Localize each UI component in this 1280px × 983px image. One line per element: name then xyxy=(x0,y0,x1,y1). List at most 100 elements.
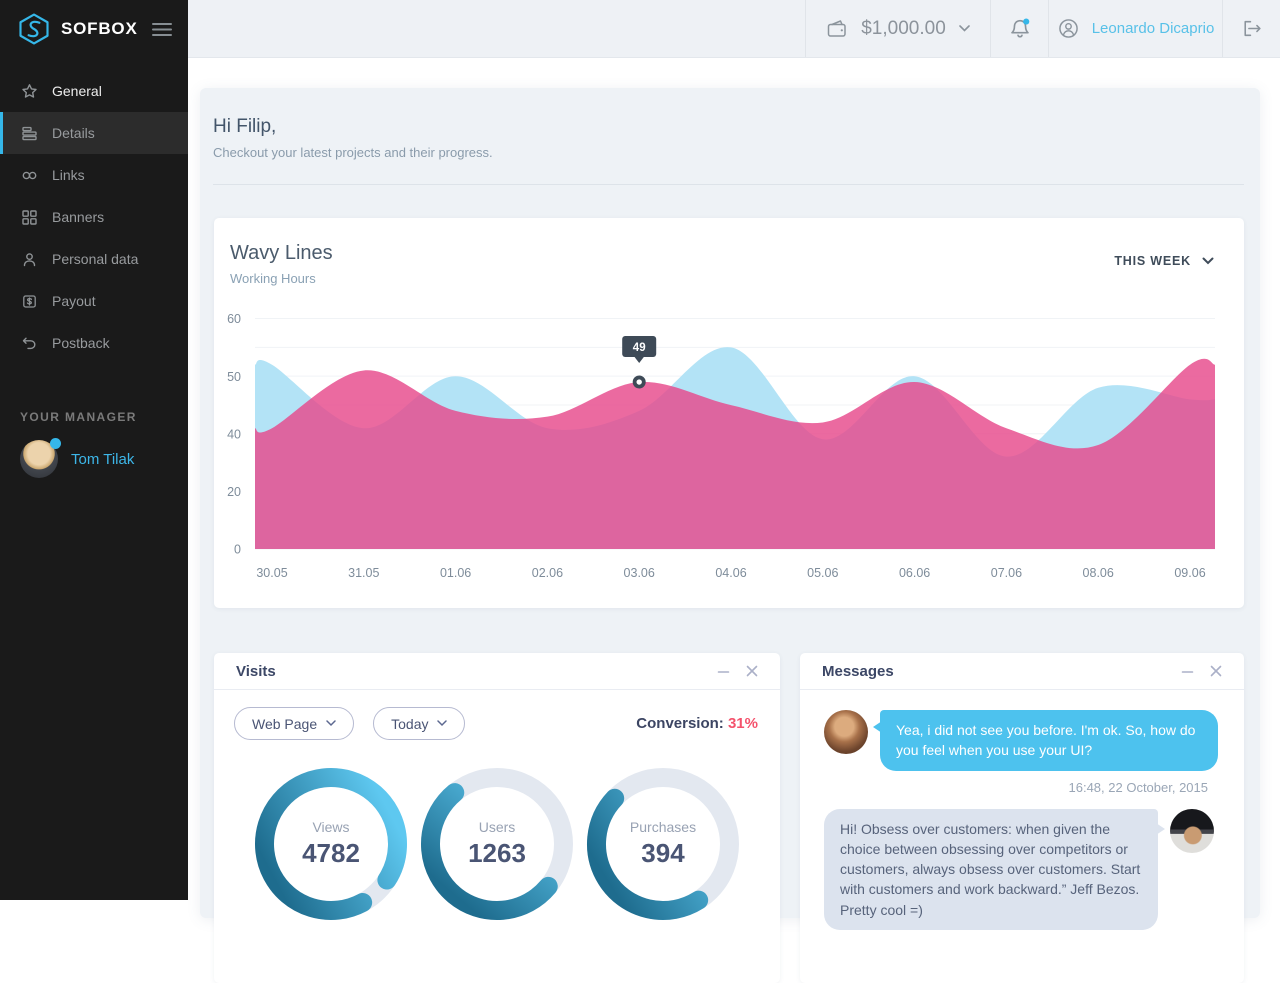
chevron-down-icon xyxy=(958,25,970,32)
chart-title: Wavy Lines xyxy=(230,242,333,264)
users-gauge: Users 1263 xyxy=(414,761,580,927)
greeting-title: Hi Filip, xyxy=(213,116,277,137)
x-axis-tick: 06.06 xyxy=(899,566,930,580)
message-bubble: Yea, i did not see you before. I'm ok. S… xyxy=(873,710,1218,771)
x-axis-tick: 07.06 xyxy=(991,566,1022,580)
page-filter-dropdown[interactable]: Web Page xyxy=(234,707,355,740)
chart-tooltip-value: 49 xyxy=(633,342,646,354)
chevron-down-icon xyxy=(437,720,448,727)
x-axis-tick: 05.06 xyxy=(807,566,838,580)
y-axis-tick: 0 xyxy=(234,543,241,557)
user-profile-button[interactable]: Leonardo Dicaprio xyxy=(1048,0,1222,57)
gauge-label: Users xyxy=(478,819,516,835)
sidebar-item-banners[interactable]: Banners xyxy=(0,196,188,238)
area-series-hours-b xyxy=(255,358,1215,549)
x-axis-tick: 09.06 xyxy=(1174,566,1205,580)
gauges-row: Views 4782 Users 1263 xyxy=(234,761,758,927)
y-axis-tick: 50 xyxy=(227,370,241,384)
manager-profile[interactable]: Tom Tilak xyxy=(0,438,188,478)
logout-button[interactable] xyxy=(1222,0,1280,57)
user-name: Leonardo Dicaprio xyxy=(1091,20,1215,37)
sidebar-item-general[interactable]: General xyxy=(0,70,188,112)
minimize-icon[interactable] xyxy=(1181,665,1194,678)
x-axis-tick: 02.06 xyxy=(532,566,563,580)
chart-header: Wavy Lines Working Hours xyxy=(230,242,333,286)
conversion-stat: Conversion: 31% xyxy=(636,715,758,732)
sofbox-logo-icon xyxy=(16,11,52,47)
visits-card-header: Visits xyxy=(214,653,780,690)
chart-subtitle: Working Hours xyxy=(230,271,316,286)
range-label: THIS WEEK xyxy=(1114,254,1191,268)
notifications-button[interactable] xyxy=(990,0,1048,57)
wavy-lines-card: Wavy Lines Working Hours THIS WEEK 60 50 4… xyxy=(214,218,1244,608)
sidebar-item-label: Personal data xyxy=(52,251,139,267)
sidebar-item-payout[interactable]: Payout xyxy=(0,280,188,322)
hamburger-menu-icon[interactable] xyxy=(152,22,172,37)
sidebar: SOFBOX General Details xyxy=(0,0,188,900)
postback-icon xyxy=(21,335,38,352)
sidebar-item-label: Payout xyxy=(52,293,96,309)
manager-heading: YOUR MANAGER xyxy=(20,410,137,424)
link-icon xyxy=(21,167,38,184)
sidebar-item-postback[interactable]: Postback xyxy=(0,322,188,364)
x-axis-tick: 31.05 xyxy=(348,566,379,580)
sender-avatar xyxy=(824,710,868,754)
x-axis-tick: 08.06 xyxy=(1083,566,1114,580)
chevron-down-icon xyxy=(326,720,336,727)
wallet-icon xyxy=(826,18,848,40)
chart-tooltip xyxy=(622,336,657,358)
sender-avatar xyxy=(1170,808,1214,853)
x-axis-tick: 30.05 xyxy=(256,566,287,580)
area-chart: 60 50 40 20 0 30.05 31.05 01.06 02.06 03.06 04.06 0… xyxy=(227,312,1215,580)
gauge-label: Purchases xyxy=(629,819,697,835)
time-filter-dropdown[interactable]: Today xyxy=(373,707,466,740)
sidebar-item-label: Postback xyxy=(52,335,110,351)
x-axis-tick: 01.06 xyxy=(440,566,471,580)
sidebar-item-details[interactable]: Details xyxy=(0,112,188,154)
close-icon[interactable] xyxy=(1210,665,1222,677)
x-axis-tick: 03.06 xyxy=(624,566,655,580)
sidebar-item-label: Details xyxy=(52,125,95,141)
message-item: Hi! Obsess over customers: when given th… xyxy=(824,808,1218,931)
y-axis-tick: 40 xyxy=(227,428,241,442)
messages-list: Yea, i did not see you before. I'm ok. S… xyxy=(800,690,1244,931)
date-range-selector[interactable]: THIS WEEK xyxy=(1114,254,1214,268)
chart-tooltip-arrow xyxy=(634,356,645,364)
greeting-subtitle: Checkout your latest projects and their … xyxy=(213,145,493,160)
bell-icon xyxy=(1008,17,1032,41)
gauge-value: 394 xyxy=(641,838,685,868)
views-gauge: Views 4782 xyxy=(248,761,414,927)
user-circle-icon xyxy=(1057,17,1080,40)
close-icon[interactable] xyxy=(746,665,758,677)
visits-title: Visits xyxy=(236,662,276,680)
sidebar-item-label: Banners xyxy=(52,209,105,225)
brand: SOFBOX xyxy=(0,0,188,58)
person-icon xyxy=(21,251,38,268)
messages-card: Messages Yea, i did not see you before. … xyxy=(800,653,1244,983)
conversion-label: Conversion: xyxy=(636,715,724,732)
brand-name: SOFBOX xyxy=(61,19,138,38)
sidebar-item-label: General xyxy=(52,83,102,99)
topbar: $1,000.00 Leonardo Dicaprio xyxy=(188,0,1280,58)
divider xyxy=(213,184,1244,185)
message-timestamp: 16:48, 22 October, 2015 xyxy=(1068,779,1209,795)
data-point-marker-center xyxy=(636,379,642,385)
minimize-icon[interactable] xyxy=(717,665,730,678)
sidebar-item-label: Links xyxy=(52,167,85,183)
manager-name: Tom Tilak xyxy=(71,450,135,468)
message-item: Yea, i did not see you before. I'm ok. S… xyxy=(824,710,1218,771)
sidebar-item-personal-data[interactable]: Personal data xyxy=(0,238,188,280)
visits-card: Visits Web Page Today xyxy=(214,653,780,983)
greeting-section: Hi Filip, Checkout your latest projects … xyxy=(200,88,1260,160)
manager-avatar xyxy=(20,438,61,478)
gauge-label: Views xyxy=(312,819,350,835)
topbar-spacer xyxy=(188,0,805,57)
sidebar-item-links[interactable]: Links xyxy=(0,154,188,196)
logout-icon xyxy=(1240,17,1263,40)
star-icon xyxy=(21,83,38,100)
balance-amount: $1,000.00 xyxy=(861,17,946,39)
notification-dot xyxy=(1022,18,1029,25)
message-bubble: Hi! Obsess over customers: when given th… xyxy=(824,808,1165,931)
time-filter-value: Today xyxy=(391,715,429,732)
wallet-balance-dropdown[interactable]: $1,000.00 xyxy=(805,0,990,57)
